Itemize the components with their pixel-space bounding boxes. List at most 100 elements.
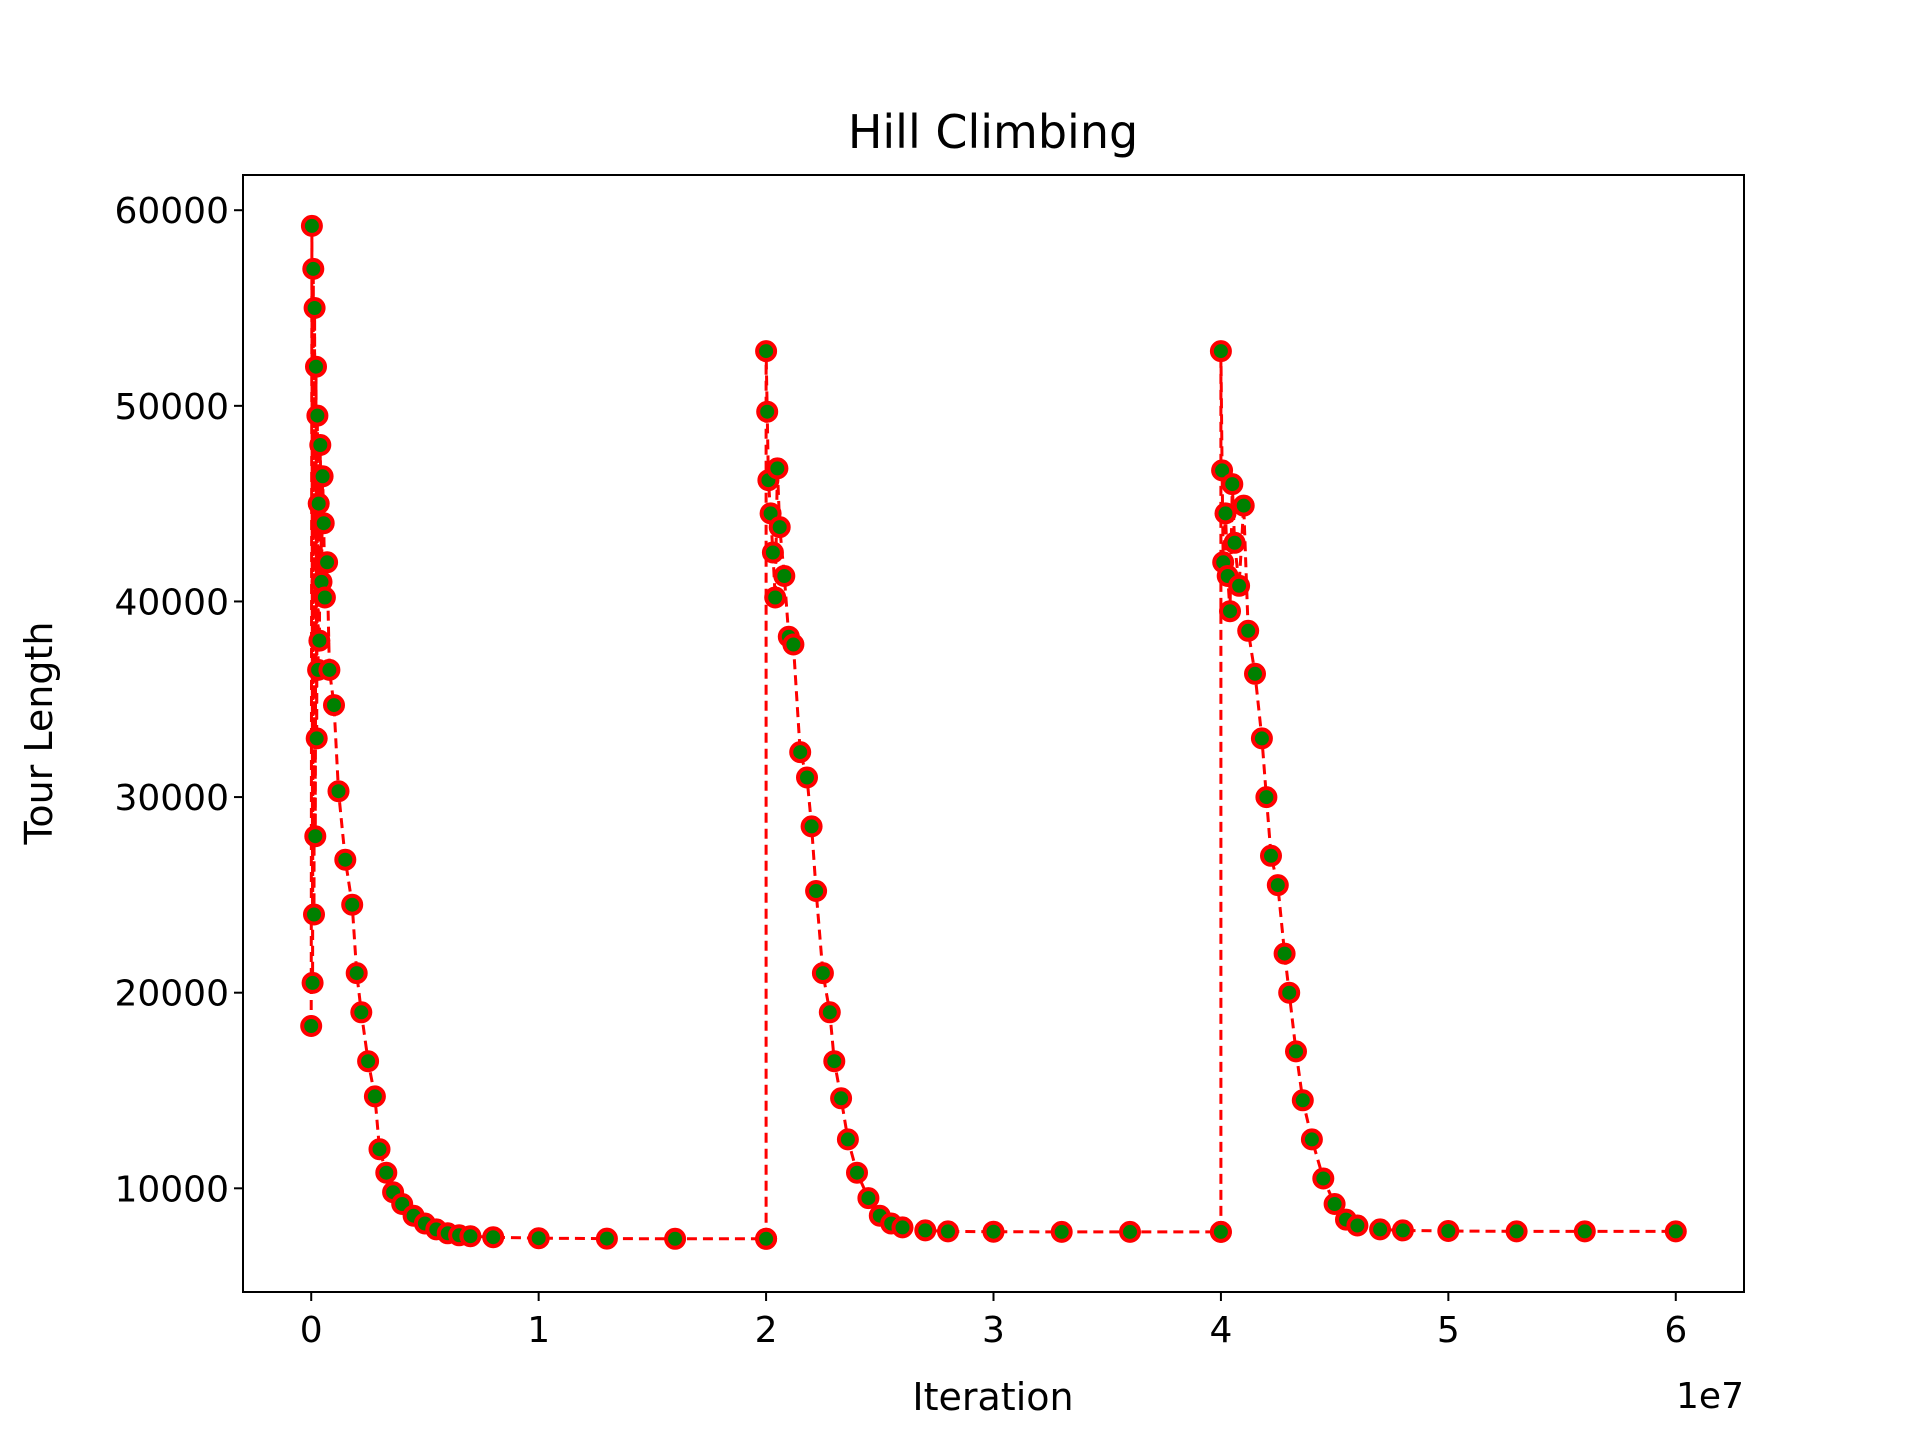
- y-tick-label: 30000: [114, 778, 229, 819]
- series-1-point: [323, 694, 345, 717]
- series-3-point: [1221, 473, 1244, 496]
- series-1-point: [307, 492, 330, 515]
- series-2-point: [857, 1187, 880, 1210]
- series-3-point: [1369, 1218, 1392, 1241]
- y-tick-label: 50000: [114, 387, 229, 428]
- series-2-point: [766, 457, 789, 480]
- series-1-point: [375, 1161, 398, 1184]
- x-offset-label: 1e7: [1676, 1376, 1744, 1417]
- series-1-point: [368, 1138, 391, 1161]
- series-1-point: [318, 658, 341, 681]
- series-1-point: [306, 404, 329, 427]
- x-tick-label: 4: [1209, 1310, 1232, 1351]
- series-1-point: [309, 434, 332, 456]
- series-1-point: [459, 1225, 482, 1248]
- series-3-point: [1346, 1214, 1369, 1237]
- plot-frame: [242, 174, 1745, 1293]
- series-1-point: [327, 780, 350, 803]
- series-1-point: [300, 1015, 323, 1037]
- series-1-point: [301, 971, 324, 994]
- series-2-point: [818, 1001, 841, 1024]
- series-2-point: [773, 565, 796, 587]
- series-2-point: [811, 962, 834, 985]
- series-2-point: [789, 741, 812, 764]
- series-1-point: [595, 1227, 618, 1250]
- series-3-point: [1209, 340, 1232, 363]
- series-1-point: [664, 1227, 687, 1250]
- series-3-point: [1237, 619, 1260, 642]
- series-1-point: [302, 257, 325, 280]
- series-2-point: [1119, 1220, 1141, 1243]
- series-2-point: [937, 1220, 959, 1243]
- series-2-point: [805, 880, 828, 902]
- series-2-point: [755, 1227, 778, 1250]
- series-2-point: [800, 815, 823, 838]
- series-1-point: [300, 214, 323, 237]
- y-tick-label: 10000: [114, 1169, 229, 1210]
- series-1-point: [305, 727, 328, 750]
- x-tick-label: 3: [982, 1310, 1005, 1351]
- series-2-point: [891, 1216, 914, 1239]
- series-3-point: [1214, 502, 1237, 525]
- series-3-point: [1244, 662, 1266, 685]
- series-1-point: [357, 1050, 380, 1073]
- series-2-point: [796, 766, 818, 789]
- series-3-point: [1505, 1220, 1528, 1243]
- x-tick-label: 1: [527, 1310, 550, 1351]
- series-3-point: [1209, 1220, 1232, 1243]
- series-3-point: [1219, 600, 1241, 623]
- y-tick-label: 40000: [114, 582, 229, 623]
- series-3-point: [1312, 1167, 1335, 1190]
- series-1-point: [334, 848, 357, 871]
- series-3-point: [1291, 1089, 1314, 1112]
- series-3-point: [1437, 1220, 1460, 1242]
- series-1-point: [363, 1085, 386, 1108]
- x-tick-label: 2: [755, 1310, 778, 1351]
- series-1-point: [345, 962, 368, 985]
- series-2-point: [756, 400, 779, 423]
- series-layer: [300, 214, 1687, 1250]
- x-tick-label: 0: [300, 1310, 323, 1351]
- series-3-point: [1300, 1128, 1323, 1151]
- series-3-point: [1255, 786, 1278, 809]
- series-3-point: [1232, 494, 1255, 517]
- series-1-point: [304, 825, 327, 848]
- series-3-point: [1323, 1193, 1346, 1215]
- x-tick-label: 6: [1664, 1310, 1687, 1351]
- series-3-point: [1273, 942, 1296, 965]
- series-3-point: [1266, 874, 1289, 897]
- series-2-point: [830, 1087, 853, 1110]
- series-1-point: [303, 297, 326, 319]
- y-axis-ticks: 10000 20000 30000 40000 50000 60000: [114, 191, 243, 1210]
- series-2-point: [761, 541, 784, 564]
- series-1-point: [311, 465, 334, 488]
- series-2-point: [836, 1128, 859, 1151]
- series-1-point: [312, 512, 335, 535]
- series-1-point: [308, 629, 331, 652]
- series-3-point: [1285, 1040, 1307, 1063]
- series-1-point: [527, 1227, 550, 1250]
- series-1-point: [341, 893, 364, 916]
- series-3-point: [1228, 574, 1251, 597]
- series-1-point: [305, 355, 327, 378]
- chart-title: Hill Climbing: [848, 105, 1138, 159]
- y-tick-label: 20000: [114, 974, 229, 1015]
- x-axis-label: Iteration: [912, 1375, 1073, 1419]
- series-1-point: [313, 586, 336, 609]
- y-axis-label: Tour Length: [17, 622, 61, 846]
- series-2-point: [782, 633, 805, 656]
- series-2-point: [1050, 1220, 1073, 1243]
- series-3-point: [1573, 1220, 1596, 1243]
- y-tick-label: 60000: [114, 191, 229, 232]
- series-3-point: [1391, 1219, 1414, 1242]
- series-3-point: [1260, 844, 1282, 867]
- series-1-point: [303, 903, 325, 926]
- series-2-point: [982, 1220, 1005, 1243]
- x-tick-label: 5: [1437, 1310, 1460, 1351]
- series-3-point: [1223, 531, 1246, 554]
- series-2-point: [914, 1219, 937, 1242]
- series-3-point: [1278, 981, 1301, 1004]
- series-line-3: [1219, 351, 1676, 1233]
- series-1-point: [350, 1001, 373, 1024]
- series-1-point: [316, 551, 339, 574]
